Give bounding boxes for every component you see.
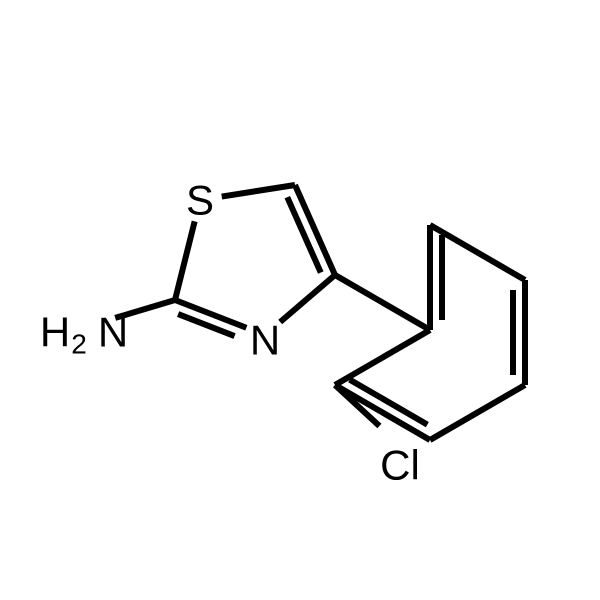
bond <box>335 275 430 330</box>
molecule-diagram: SNClNH2 <box>0 0 600 600</box>
bond <box>430 385 525 440</box>
bond <box>222 185 295 197</box>
amine-sub-label: 2 <box>71 329 87 360</box>
bond <box>280 275 335 322</box>
bond <box>175 221 195 300</box>
amine-h-label: H <box>40 309 70 356</box>
bond <box>335 330 430 385</box>
bond <box>335 385 430 440</box>
amine-n-label: N <box>98 309 128 356</box>
chlorine-label: Cl <box>380 442 420 489</box>
nitrogen-label: N <box>250 317 280 364</box>
sulfur-label: S <box>186 177 214 224</box>
